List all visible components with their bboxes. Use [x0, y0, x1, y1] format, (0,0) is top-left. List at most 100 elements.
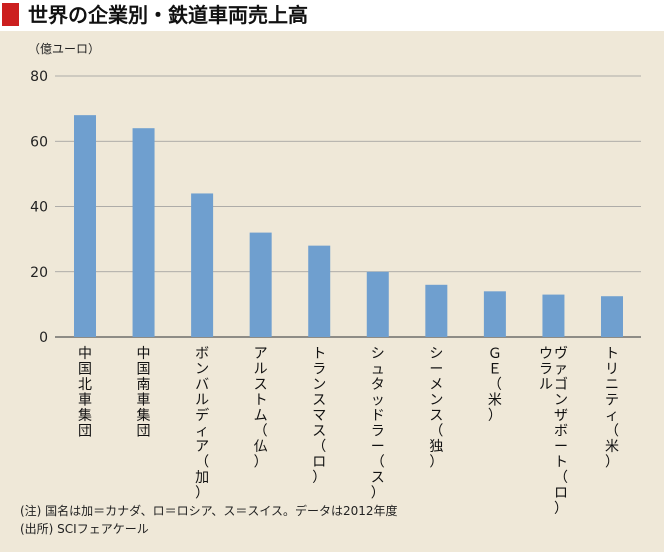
x-tick-glyph: ロ — [312, 455, 326, 471]
x-tick-glyph: ス — [371, 470, 385, 486]
x-tick-glyph: メ — [429, 377, 443, 393]
x-tick-glyph: デ — [195, 407, 209, 424]
y-tick-label: 60 — [30, 134, 48, 150]
x-tick-glyph: ド — [371, 408, 385, 424]
x-tick-glyph: Ｅ — [488, 362, 502, 378]
x-tick-glyph: ル — [539, 377, 553, 393]
x-tick-glyph: （ — [312, 439, 326, 455]
x-tick-glyph: ） — [488, 408, 502, 424]
x-tick-label: ＧＥ（米） — [488, 346, 502, 424]
bar — [74, 115, 96, 338]
y-tick-labels: 0 20 40 60 80 — [30, 69, 48, 346]
x-tick-glyph: ヴ — [554, 345, 568, 362]
x-tick-glyph: ュ — [371, 362, 385, 378]
x-tick-glyph: バ — [195, 377, 209, 393]
x-tick-glyph: ） — [605, 455, 619, 471]
x-tick-glyph: ト — [312, 346, 326, 362]
y-axis-label: （億ユーロ） — [28, 42, 100, 56]
x-tick-glyph: ィ — [605, 408, 619, 424]
x-tick-glyph: ス — [254, 377, 268, 393]
x-tick-glyph: （ — [554, 470, 568, 486]
x-tick-glyph: ア — [254, 346, 268, 362]
bar — [132, 128, 155, 337]
x-tick-glyph: ラ — [371, 424, 385, 440]
x-tick-glyph: 国 — [137, 362, 151, 378]
x-tick-glyph: ル — [254, 362, 268, 378]
x-tick-glyph: ン — [429, 393, 443, 409]
x-tick-glyph: ） — [429, 455, 443, 471]
x-tick-glyph: ザ — [554, 408, 568, 424]
x-tick-glyph: 仏 — [254, 439, 268, 455]
x-tick-glyph: 団 — [78, 424, 92, 440]
x-tick-glyph: 集 — [137, 407, 151, 424]
bar — [249, 232, 272, 337]
x-tick-glyph: ト — [554, 455, 568, 471]
x-tick-glyph: 中 — [137, 346, 151, 362]
x-tick-glyph: （ — [429, 424, 443, 440]
x-tick-glyph: ン — [195, 362, 209, 378]
x-tick-glyph: ィ — [195, 424, 209, 440]
bar — [308, 245, 331, 337]
x-tick-glyph: ボ — [195, 346, 209, 362]
x-tick-glyph: ァ — [554, 362, 568, 378]
x-tick-glyph: ト — [254, 393, 268, 409]
x-tick-labels: 中国北車集団中国南車集団ボンバルディア（加）アルストム（仏）トランスマス（ロ）シ… — [78, 345, 619, 517]
x-tick-glyph: ゴ — [554, 376, 568, 393]
x-tick-glyph: シ — [429, 346, 443, 362]
x-tick-glyph: 集 — [78, 407, 92, 424]
x-tick-glyph: ム — [254, 408, 268, 424]
x-tick-glyph: ン — [554, 393, 568, 409]
bar — [191, 193, 214, 337]
x-tick-glyph: （ — [488, 377, 502, 393]
bar — [483, 291, 506, 337]
bars — [74, 115, 623, 338]
source-note: (出所) SCIフェアケール — [20, 522, 149, 536]
y-tick-label: 0 — [39, 330, 48, 346]
x-tick-glyph: （ — [605, 424, 619, 440]
x-tick-glyph: ラ — [312, 362, 326, 378]
x-tick-glyph: ボ — [554, 424, 568, 440]
bar — [425, 284, 448, 337]
x-tick-glyph: ト — [605, 346, 619, 362]
x-tick-glyph: ー — [371, 439, 385, 455]
bar — [366, 271, 389, 337]
y-tick-label: 40 — [30, 200, 48, 216]
x-tick-glyph: ア — [195, 439, 209, 455]
x-tick-glyph: （ — [195, 455, 209, 471]
x-tick-glyph: ウ — [539, 346, 553, 362]
x-tick-glyph: 北 — [78, 377, 92, 393]
x-tick-glyph: ） — [371, 486, 385, 502]
x-tick-glyph: ル — [195, 393, 209, 409]
x-tick-glyph: 車 — [78, 392, 92, 409]
x-tick-glyph: ） — [554, 501, 568, 517]
x-tick-glyph: ） — [254, 455, 268, 471]
x-tick-glyph: 米 — [605, 439, 619, 455]
x-tick-glyph: ラ — [539, 362, 553, 378]
x-tick-glyph: ー — [554, 439, 568, 455]
x-tick-glyph: ッ — [371, 393, 385, 409]
x-tick-glyph: 南 — [137, 377, 151, 393]
x-tick-glyph: 米 — [488, 393, 502, 409]
chart-title: 世界の企業別・鉄道車両売上高 — [28, 3, 308, 27]
x-tick-glyph: 車 — [137, 392, 151, 409]
x-tick-glyph: タ — [371, 377, 385, 393]
x-tick-glyph: ー — [429, 362, 443, 378]
x-tick-glyph: テ — [605, 393, 619, 409]
x-tick-glyph: 独 — [429, 439, 443, 455]
bar — [601, 296, 623, 337]
x-tick-glyph: ） — [312, 470, 326, 486]
x-tick-glyph: （ — [371, 455, 385, 471]
x-tick-glyph: ン — [312, 377, 326, 393]
x-tick-glyph: リ — [605, 362, 619, 378]
x-tick-glyph: ス — [429, 408, 443, 424]
x-tick-glyph: （ — [254, 424, 268, 440]
title-marker-icon — [2, 3, 19, 26]
